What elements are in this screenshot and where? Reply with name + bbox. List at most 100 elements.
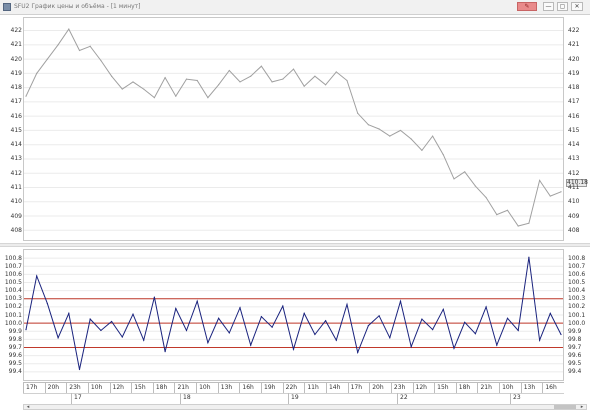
osc-axis-label-left: 100.2	[4, 303, 22, 311]
osc-axis-label-left: 99.6	[8, 352, 22, 360]
price-axis-label-right: 416	[568, 112, 580, 120]
data-point	[207, 342, 209, 344]
price-chart-panel[interactable]	[23, 17, 564, 241]
data-point	[539, 179, 541, 181]
osc-axis-label-left: 99.8	[8, 335, 22, 343]
time-label: 17h	[350, 384, 363, 391]
time-tick	[87, 383, 89, 393]
osc-axis-label-right: 100.0	[568, 319, 586, 327]
time-label: 13h	[523, 384, 536, 391]
data-point	[218, 317, 220, 319]
minimize-button[interactable]: —	[543, 2, 554, 11]
data-point	[560, 191, 562, 193]
pin-button[interactable]: ✎	[517, 2, 537, 11]
osc-axis-label-right: 100.3	[568, 295, 586, 303]
time-tick	[261, 383, 263, 393]
time-tick	[174, 383, 176, 393]
osc-axis-label-left: 99.9	[8, 327, 22, 335]
osc-axis-label-left: 100.8	[4, 254, 22, 262]
osc-axis-label-right: 99.5	[568, 360, 582, 368]
scroll-left-arrow-icon[interactable]: ◂	[26, 404, 30, 410]
price-axis-label-left: 415	[10, 126, 22, 134]
data-point	[228, 332, 230, 334]
data-point	[196, 300, 198, 302]
horizontal-scrollbar[interactable]: ◂ ▸	[23, 404, 587, 410]
date-label: 17	[74, 394, 82, 401]
osc-axis-label-right: 100.6	[568, 270, 586, 278]
osc-axis-label-left: 100.3	[4, 295, 22, 303]
data-point	[292, 68, 295, 70]
date-label: 22	[400, 394, 408, 401]
osc-axis-label-right: 99.7	[568, 344, 582, 352]
data-point	[132, 81, 134, 83]
current-price-marker: 410.18	[566, 179, 588, 187]
data-point	[143, 88, 145, 90]
panel-splitter[interactable]	[0, 243, 590, 247]
data-point	[25, 95, 27, 97]
data-point	[271, 326, 273, 328]
data-point	[250, 75, 252, 77]
data-point	[239, 307, 241, 309]
data-point	[378, 128, 380, 130]
time-tick	[455, 383, 457, 393]
data-point	[496, 344, 498, 346]
scroll-right-arrow-icon[interactable]: ▸	[580, 404, 584, 410]
time-label: 10h	[90, 384, 103, 391]
time-tick	[217, 383, 219, 393]
data-point	[36, 72, 38, 74]
data-point	[100, 59, 102, 62]
data-point	[78, 49, 81, 52]
data-point	[292, 348, 295, 350]
close-button[interactable]: ✕	[571, 2, 583, 11]
time-tick	[499, 383, 501, 393]
time-tick	[109, 383, 111, 393]
date-tick	[397, 393, 398, 404]
data-point	[164, 351, 166, 353]
window-title: SFU2 График цены и объёма - [1 минут]	[14, 3, 141, 10]
data-point	[46, 303, 48, 305]
osc-axis-label-right: 99.8	[568, 335, 582, 343]
data-point	[421, 318, 423, 320]
scrollbar-thumb[interactable]	[554, 405, 576, 409]
price-chart-svg	[24, 28, 563, 231]
time-tick	[196, 383, 198, 393]
data-point	[143, 339, 145, 341]
data-point	[506, 209, 509, 211]
data-point	[57, 337, 59, 339]
time-label: 12h	[415, 384, 427, 391]
data-point	[78, 368, 81, 371]
date-label: 18	[183, 394, 191, 401]
data-point	[453, 347, 455, 349]
data-point	[496, 214, 498, 216]
oscillator-chart-panel[interactable]	[23, 249, 564, 381]
time-label: 20h	[47, 384, 60, 391]
data-point	[282, 78, 284, 80]
price-axis-label-left: 417	[10, 98, 22, 106]
data-point	[474, 333, 476, 335]
time-tick	[434, 383, 436, 393]
time-tick	[23, 383, 24, 393]
maximize-button[interactable]: ▢	[557, 2, 568, 11]
data-point	[260, 316, 262, 318]
price-axis-label-left: 410	[10, 198, 22, 206]
time-tick	[282, 383, 284, 393]
data-point	[432, 329, 434, 331]
data-point	[100, 329, 102, 332]
price-axis-label-right: 413	[568, 155, 580, 163]
data-point	[517, 329, 519, 332]
date-label: 23	[513, 394, 521, 401]
data-point	[57, 44, 59, 46]
data-point	[485, 306, 487, 308]
osc-axis-label-left: 100.1	[4, 311, 22, 319]
osc-axis-label-left: 100.7	[4, 262, 22, 270]
osc-axis-label-right: 100.5	[568, 278, 586, 286]
osc-axis-label-left: 100.5	[4, 278, 22, 286]
data-point	[464, 171, 466, 173]
osc-axis-label-right: 99.9	[568, 327, 582, 335]
osc-axis-label-left: 99.4	[8, 368, 22, 376]
date-tick	[510, 393, 511, 404]
date-label: 19	[291, 394, 299, 401]
time-label: 13h	[220, 384, 233, 391]
data-point	[346, 303, 348, 306]
price-axis-label-left: 418	[10, 84, 22, 92]
